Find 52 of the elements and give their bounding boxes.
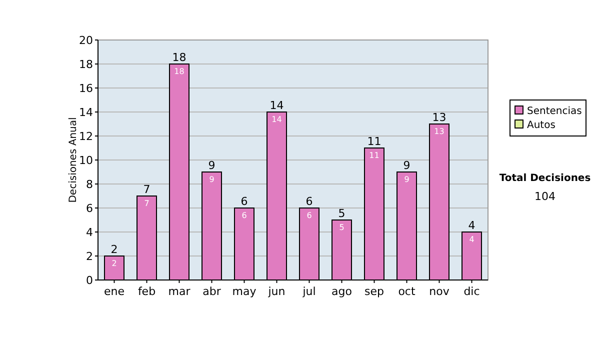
x-tick-label: nov bbox=[429, 285, 450, 298]
x-tick-label: abr bbox=[202, 285, 222, 298]
data-label: 6 bbox=[242, 211, 247, 220]
x-tick-label: feb bbox=[138, 285, 156, 298]
y-tick-label: 2 bbox=[86, 250, 93, 263]
annotation: 9 bbox=[403, 159, 410, 172]
y-tick-label: 4 bbox=[86, 226, 93, 239]
annotation: 2 bbox=[110, 243, 118, 256]
data-label: 2 bbox=[112, 259, 117, 268]
x-tick-label: oct bbox=[398, 285, 416, 298]
annotation: 7 bbox=[143, 183, 150, 196]
annotation: 9 bbox=[208, 159, 216, 172]
y-tick-label: 20 bbox=[79, 34, 93, 47]
x-tick-label: may bbox=[232, 285, 257, 298]
y-tick-label: 12 bbox=[79, 130, 93, 143]
y-tick-label: 0 bbox=[86, 274, 93, 287]
data-label: 9 bbox=[209, 175, 214, 184]
y-tick-label: 16 bbox=[79, 82, 93, 95]
data-label: 14 bbox=[272, 115, 282, 124]
annotation: 11 bbox=[367, 135, 382, 148]
legend-label: Sentencias bbox=[527, 106, 582, 117]
y-tick-label: 6 bbox=[86, 202, 93, 215]
x-tick-label: dic bbox=[464, 285, 480, 298]
data-label: 4 bbox=[469, 235, 474, 244]
x-tick-label: ago bbox=[332, 285, 352, 298]
y-tick-label: 10 bbox=[79, 154, 93, 167]
annotation: 18 bbox=[172, 51, 186, 64]
annotation: 4 bbox=[468, 219, 476, 232]
data-label: 6 bbox=[306, 211, 312, 220]
data-label: 9 bbox=[404, 175, 410, 184]
annotation: 14 bbox=[270, 99, 284, 112]
y-axis-title: Decisiones Anual bbox=[68, 117, 79, 203]
annotation: 13 bbox=[432, 111, 446, 124]
data-label: 5 bbox=[339, 223, 344, 232]
x-tick-label: jun bbox=[267, 285, 286, 298]
legend-label: Autos bbox=[527, 120, 556, 131]
data-label: 13 bbox=[434, 127, 444, 136]
annotation: 6 bbox=[306, 195, 313, 208]
data-label: 11 bbox=[369, 151, 380, 160]
x-tick-label: ene bbox=[104, 285, 125, 298]
text: 104 bbox=[534, 190, 556, 203]
text: Total Decisiones bbox=[499, 173, 591, 184]
annotation: 6 bbox=[240, 195, 248, 208]
x-tick-label: sep bbox=[364, 285, 384, 298]
data-label: 18 bbox=[174, 67, 184, 76]
annotation: 5 bbox=[338, 207, 346, 220]
y-tick-label: 18 bbox=[79, 58, 93, 71]
x-tick-label: mar bbox=[168, 285, 191, 298]
x-tick-label: jul bbox=[302, 285, 316, 298]
y-tick-label: 14 bbox=[79, 106, 93, 119]
data-label: 7 bbox=[144, 199, 150, 208]
y-tick-label: 8 bbox=[86, 178, 93, 191]
